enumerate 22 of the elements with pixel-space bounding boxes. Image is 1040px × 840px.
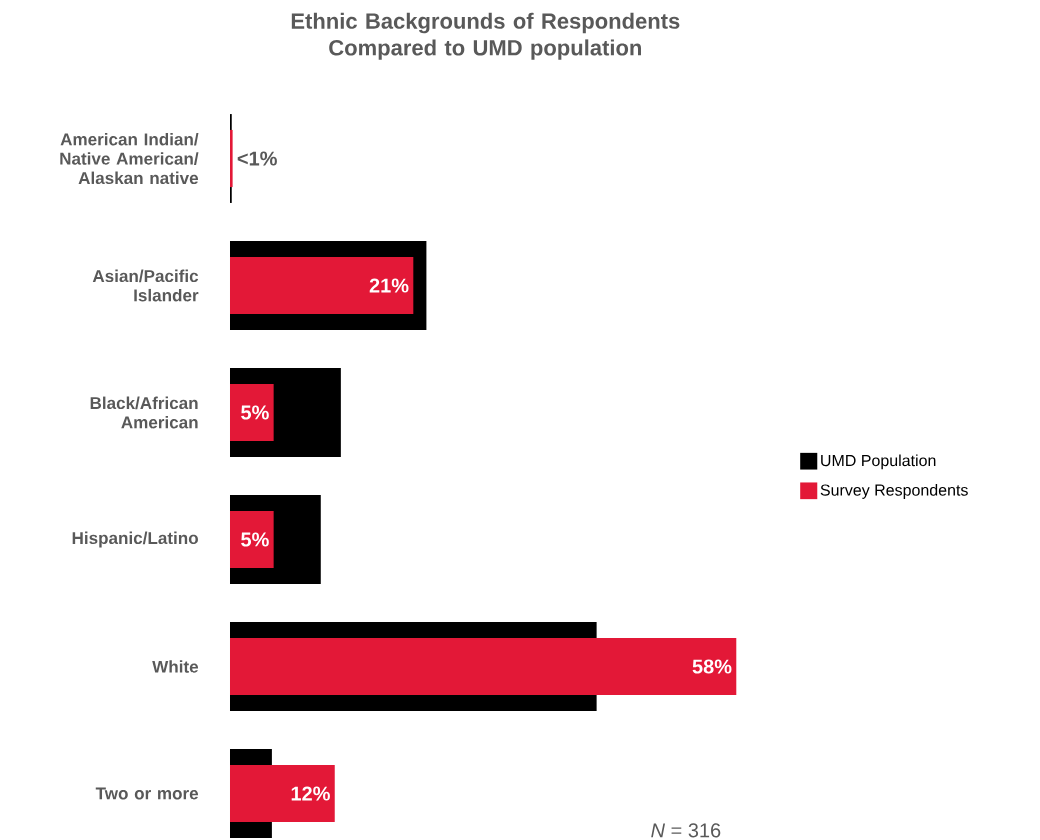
chart-title: Ethnic Backgrounds of Respondents Compared to UMD population: [291, 12, 680, 60]
legend-label: UMD Population: [821, 454, 936, 470]
y-tick-label: Hispanic/Latino: [72, 531, 198, 548]
data-label: 5%: [241, 532, 269, 547]
bar: [230, 637, 737, 696]
bar: [230, 764, 335, 823]
annotation: N = 316: [651, 823, 721, 838]
data-label: 21%: [369, 278, 409, 293]
data-label: 12%: [291, 786, 330, 801]
data-label: 58%: [692, 659, 732, 674]
y-tick-label: Black/African American: [90, 396, 198, 429]
bar: [230, 256, 414, 315]
legend-label: Survey Respondents: [820, 484, 968, 499]
y-tick-label: Asian/Pacific Islander: [92, 269, 199, 302]
y-tick-label: American Indian/Native American/Alaskan native: [60, 132, 199, 185]
bar: [230, 129, 233, 188]
y-tick-label: Two or more: [95, 787, 199, 800]
bar: [230, 383, 274, 442]
data-label: 5%: [241, 405, 269, 420]
data-label: <1%: [237, 151, 277, 166]
y-tick-label: White: [152, 660, 199, 673]
bar: [230, 510, 274, 569]
